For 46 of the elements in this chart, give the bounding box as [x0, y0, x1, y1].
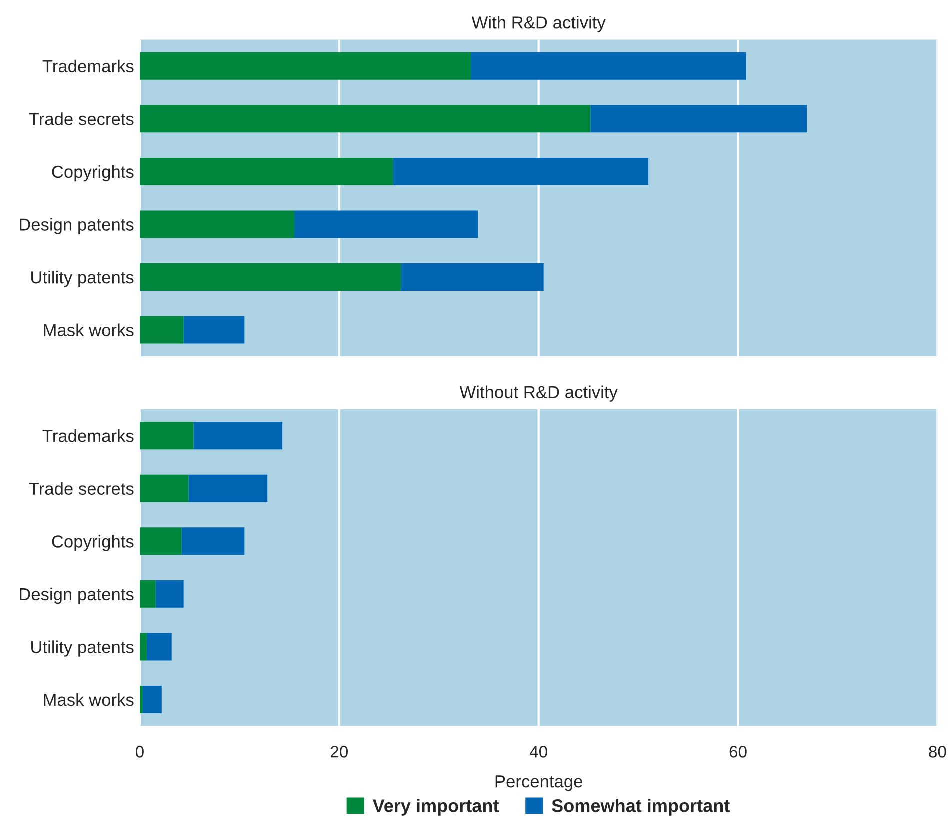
bar	[140, 316, 184, 344]
bar	[188, 474, 268, 502]
x-tick-label: 40	[530, 746, 548, 758]
bar	[590, 105, 808, 133]
bar	[471, 52, 746, 80]
bar	[140, 264, 402, 291]
y-tick-label: Trade secrets	[29, 112, 134, 126]
bar	[140, 105, 591, 133]
x-tick-label: 60	[730, 746, 747, 758]
bar	[184, 316, 245, 344]
bar	[146, 633, 172, 661]
chart-title: Without R&D activity	[460, 386, 618, 402]
y-tick-label: Trade secrets	[29, 482, 134, 496]
y-tick-label: Copyrights	[52, 535, 134, 552]
bar	[140, 474, 189, 502]
x-tick-label: 80	[929, 746, 946, 758]
bar	[194, 422, 283, 450]
y-tick-label: Mask works	[44, 693, 134, 706]
chart-title: With R&D activity	[472, 16, 606, 32]
x-tick-label: 20	[330, 746, 348, 758]
y-tick-label: Mask works	[44, 324, 134, 337]
y-tick-label: Utility patents	[32, 270, 134, 288]
y-tick-label: Design patents	[20, 218, 134, 234]
bar	[140, 686, 143, 714]
bar	[393, 158, 649, 186]
legend-label: Somewhat important	[552, 799, 730, 816]
legend-label: Very important	[372, 799, 500, 816]
y-tick-label: Copyrights	[52, 165, 134, 182]
y-tick-label: Trademarks	[42, 430, 134, 442]
y-tick-label: Trademarks	[42, 60, 134, 73]
bar	[140, 528, 182, 556]
bar	[182, 528, 245, 556]
bar	[140, 52, 472, 80]
bar	[140, 210, 295, 238]
y-tick-label: Utility patents	[32, 640, 134, 657]
bar	[294, 210, 478, 238]
bar	[140, 422, 194, 450]
bar	[156, 580, 184, 608]
x-tick-label: 0	[136, 746, 144, 758]
bar	[140, 158, 394, 186]
y-tick-label: Design patents	[20, 588, 134, 604]
x-axis-title: Percentage	[496, 776, 582, 792]
bar	[140, 633, 147, 661]
bar	[142, 686, 162, 714]
bar	[401, 264, 544, 291]
bar	[140, 580, 156, 608]
